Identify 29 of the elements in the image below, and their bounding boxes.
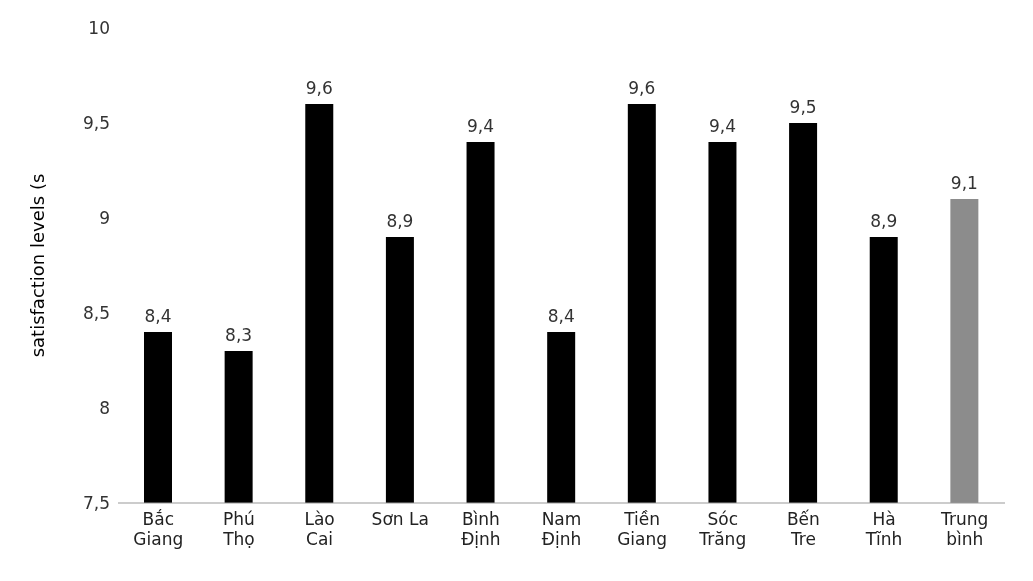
- y-axis-title: satisfaction levels (s: [27, 173, 49, 358]
- x-tick-label: Nam Định: [541, 509, 582, 549]
- y-tick-label: 9: [99, 208, 110, 229]
- x-tick-label: Bắc Giang: [133, 509, 184, 549]
- x-tick-label: Sơn La: [371, 509, 429, 529]
- x-tick-label: Phú Thọ: [222, 509, 255, 549]
- y-tick-label: 7,5: [82, 493, 110, 514]
- data-label: 8,4: [144, 306, 172, 326]
- data-label: 8,3: [225, 325, 253, 345]
- x-tick-label: Hà Tĩnh: [864, 509, 903, 549]
- data-label: 9,4: [708, 116, 736, 136]
- x-tick-label: Trung bình: [940, 509, 989, 549]
- data-label: 8,9: [870, 211, 898, 231]
- data-label: 9,5: [789, 97, 817, 117]
- x-tick-label: Sóc Trăng: [698, 509, 747, 549]
- data-label: 8,9: [386, 211, 414, 231]
- y-tick-label: 9,5: [82, 113, 110, 134]
- x-tick-label: Tiền Giang: [617, 509, 668, 549]
- x-tick-label: Bình Định: [461, 509, 501, 549]
- data-label: 9,6: [305, 78, 333, 98]
- y-tick-label: 8,5: [82, 303, 110, 324]
- y-tick-label: 8: [99, 398, 110, 419]
- data-label: 9,6: [628, 78, 656, 98]
- data-label: 9,4: [467, 116, 495, 136]
- x-tick-label: Bến Tre: [786, 509, 820, 549]
- data-label: 9,1: [950, 173, 978, 193]
- x-tick-label: Lào Cai: [304, 509, 335, 549]
- y-tick-label: 10: [88, 18, 110, 39]
- data-label: 8,4: [547, 306, 575, 326]
